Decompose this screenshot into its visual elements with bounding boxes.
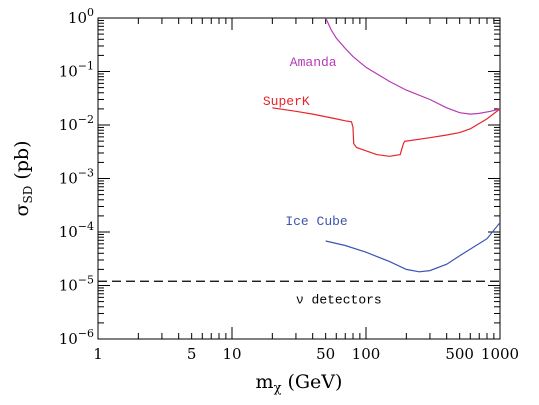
y-tick-exponent: −4 bbox=[78, 220, 94, 233]
tick-marks bbox=[97, 17, 501, 340]
y-tick-label: 100 bbox=[68, 6, 94, 27]
y-axis-title-main: σ bbox=[11, 203, 33, 216]
series-labels: ν detectors Amanda SuperK Ice Cube bbox=[263, 55, 382, 307]
y-tick-label: 10−6 bbox=[59, 327, 94, 348]
x-tick-label: 1000 bbox=[481, 345, 519, 363]
x-tick-label: 5 bbox=[187, 345, 197, 363]
y-axis-title-sub: SD bbox=[21, 186, 35, 204]
x-axis-title-sub: χ bbox=[274, 381, 282, 396]
series-line-amanda bbox=[325, 18, 500, 115]
x-tick-label: 100 bbox=[352, 345, 381, 363]
y-tick-base: 10 bbox=[59, 223, 78, 241]
reference-label-nu-detectors: ν detectors bbox=[296, 292, 382, 307]
series-label-ice-cube: Ice Cube bbox=[285, 214, 347, 229]
y-tick-label: 10−5 bbox=[59, 274, 94, 295]
y-tick-base: 10 bbox=[68, 9, 87, 27]
series-line-superk bbox=[272, 107, 500, 157]
x-tick-label: 10 bbox=[222, 345, 241, 363]
x-axis-title-unit: (GeV) bbox=[287, 371, 342, 393]
y-tick-base: 10 bbox=[59, 277, 78, 295]
y-tick-base: 10 bbox=[59, 63, 78, 81]
y-tick-exponent: −5 bbox=[78, 274, 94, 287]
y-tick-exponent: −3 bbox=[78, 167, 94, 180]
y-tick-exponent: −2 bbox=[78, 113, 94, 126]
series-line-ice-cube bbox=[325, 222, 500, 273]
plot-lines bbox=[98, 18, 500, 282]
y-axis-title: σSD (pb) bbox=[11, 141, 35, 217]
y-tick-label: 10−2 bbox=[59, 113, 94, 134]
x-tick-label: 500 bbox=[445, 345, 474, 363]
x-axis-title: mχ (GeV) bbox=[256, 371, 343, 396]
y-tick-label: 10−4 bbox=[59, 220, 94, 241]
x-axis-title-main: m bbox=[256, 371, 274, 393]
tick-labels: 1 5 10 50 100 500 100010010−110−210−310−410−51… bbox=[59, 6, 519, 363]
y-tick-base: 10 bbox=[59, 116, 78, 134]
y-tick-label: 10−3 bbox=[59, 167, 94, 188]
y-tick-base: 10 bbox=[59, 170, 78, 188]
y-tick-label: 10−1 bbox=[59, 60, 94, 81]
y-tick-exponent: 0 bbox=[87, 6, 94, 19]
x-tick-label: 50 bbox=[316, 345, 335, 363]
series-label-amanda: Amanda bbox=[290, 55, 337, 70]
y-tick-exponent: −6 bbox=[78, 327, 94, 340]
y-tick-base: 10 bbox=[59, 330, 78, 348]
y-axis-title-unit: (pb) bbox=[11, 141, 33, 180]
x-tick-label: 1 bbox=[93, 345, 103, 363]
y-tick-exponent: −1 bbox=[78, 60, 94, 73]
series-label-superk: SuperK bbox=[263, 94, 310, 109]
